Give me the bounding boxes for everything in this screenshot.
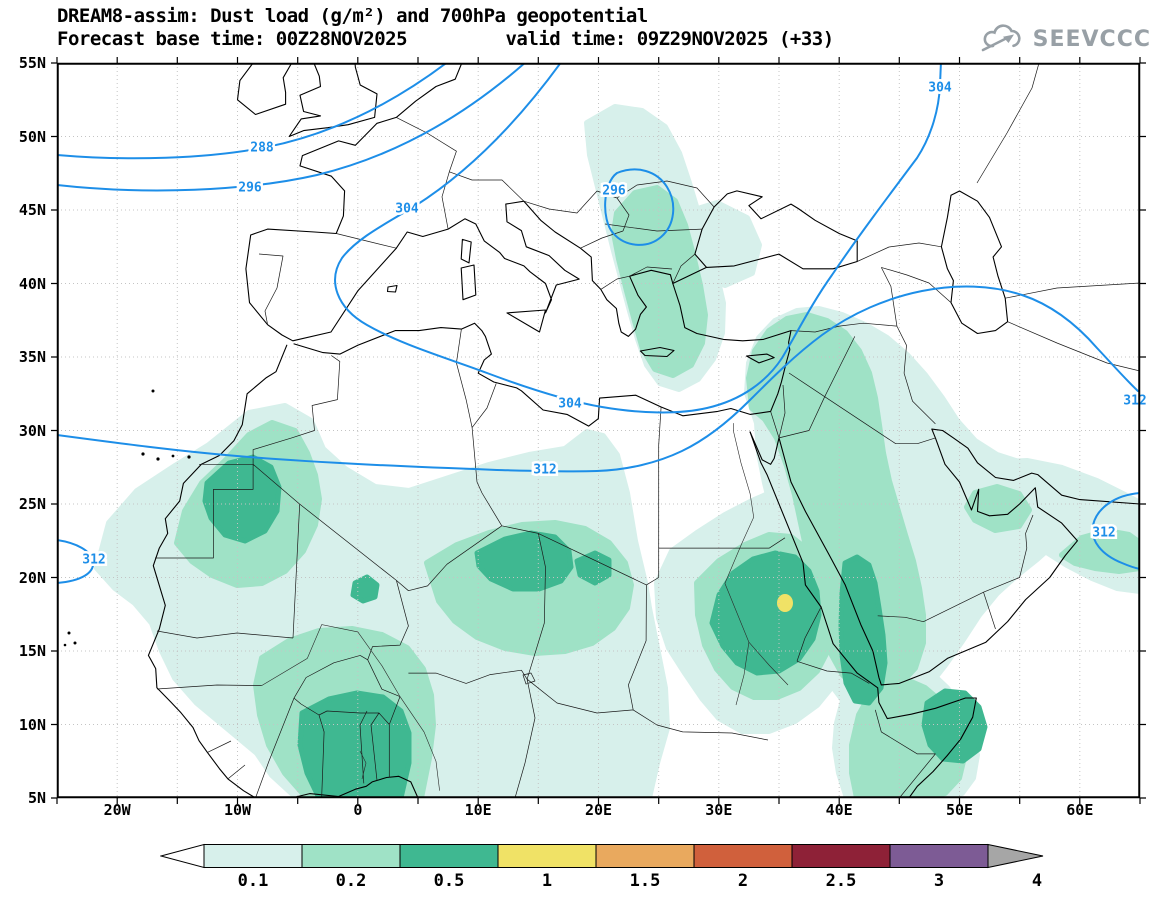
axis-ticks <box>51 57 1146 804</box>
lon-tick-label: 50E <box>945 801 974 819</box>
colorbar-segment <box>203 844 303 868</box>
lat-axis: 55N 50N 45N 40N 35N 30N 25N 20N 15N 10N 5N <box>0 54 52 807</box>
lon-tick-label: 30E <box>705 801 733 819</box>
colorbar-level-label: 1 <box>541 871 553 891</box>
lat-tick-label: 40N <box>18 274 46 293</box>
lat-tick-label: 10N <box>18 715 46 734</box>
colorbar-level-label: 4 <box>1031 871 1043 891</box>
dust-maximum-spot <box>777 594 793 612</box>
colorbar-segment <box>595 844 695 868</box>
colorbar-segment <box>791 844 891 868</box>
colorbar-level-label: 2.5 <box>825 871 857 891</box>
contour-label: 296 <box>238 181 262 196</box>
grid-lines <box>57 63 1140 798</box>
contour-label: 312 <box>1123 394 1146 409</box>
lat-tick-label: 15N <box>18 642 46 660</box>
lat-tick-label: 50N <box>18 127 46 146</box>
colorbar-arrow-high <box>987 843 1044 869</box>
lon-tick-label: 60E <box>1066 801 1094 819</box>
contour-label: 304 <box>395 202 419 217</box>
lon-tick-label: 20W <box>103 801 131 819</box>
colorbar-level-label: 2 <box>737 871 749 891</box>
lat-tick-label: 20N <box>18 568 46 587</box>
colorbar-level-label: 0.2 <box>335 871 367 891</box>
contour-label: 304 <box>928 81 952 96</box>
colorbar-arrow-low <box>160 843 205 869</box>
country-borders <box>155 63 1140 798</box>
colorbar-segment <box>497 844 597 868</box>
colorbar-level-label: 3 <box>933 871 945 891</box>
lon-tick-label: 40E <box>825 801 853 819</box>
lon-axis: 20W 10W 0 10E 20E 30E 40E 50E 60E <box>57 801 1140 825</box>
cloud-arrow-icon <box>981 24 1021 52</box>
coastlines <box>63 63 1140 798</box>
colorbar <box>160 843 1044 869</box>
colorbar-labels: 0.1 0.2 0.5 1 1.5 2 2.5 3 4 <box>160 871 1044 893</box>
colorbar-level-label: 0.5 <box>433 871 465 891</box>
contour-labels: 288 296 304 296 304 304 312 312 312 312 <box>80 78 1149 570</box>
lat-tick-label: 55N <box>18 54 46 72</box>
rivers <box>261 423 789 791</box>
page-subtitle: Forecast base time: 00Z28NOV2025 valid t… <box>57 28 834 50</box>
lat-tick-label: 45N <box>18 201 46 219</box>
lat-tick-label: 25N <box>18 495 46 513</box>
lat-tick-label: 35N <box>18 348 46 366</box>
map-canvas: 288 296 304 296 304 304 312 312 312 312 <box>51 57 1149 804</box>
colorbar-segment <box>399 844 499 868</box>
contour-label: 296 <box>602 184 626 199</box>
lat-tick-label: 5N <box>27 789 46 807</box>
colorbar-segment <box>693 844 793 868</box>
seevccc-logo: SEEVCCC <box>980 24 1151 54</box>
lon-tick-label: 0 <box>353 801 363 819</box>
small-islands <box>63 389 191 647</box>
lat-tick-label: 30N <box>18 421 46 440</box>
colorbar-segment <box>889 844 989 868</box>
lon-tick-label: 10E <box>464 801 492 819</box>
contour-label: 288 <box>250 141 274 156</box>
contour-label: 304 <box>558 397 582 412</box>
lon-tick-label: 20E <box>584 801 613 819</box>
map-frame <box>56 62 1141 799</box>
contour-label: 312 <box>82 553 105 568</box>
colorbar-level-label: 0.1 <box>237 871 269 891</box>
logo-text: SEEVCCC <box>1032 26 1151 52</box>
lon-tick-label: 10W <box>223 801 252 819</box>
page-title: DREAM8-assim: Dust load (g/m²) and 700hP… <box>57 5 648 27</box>
contour-label: 312 <box>533 463 556 478</box>
colorbar-level-label: 1.5 <box>629 871 661 891</box>
colorbar-segment <box>301 844 401 868</box>
contour-label: 312 <box>1092 526 1115 541</box>
geopotential-contours <box>57 63 1140 584</box>
